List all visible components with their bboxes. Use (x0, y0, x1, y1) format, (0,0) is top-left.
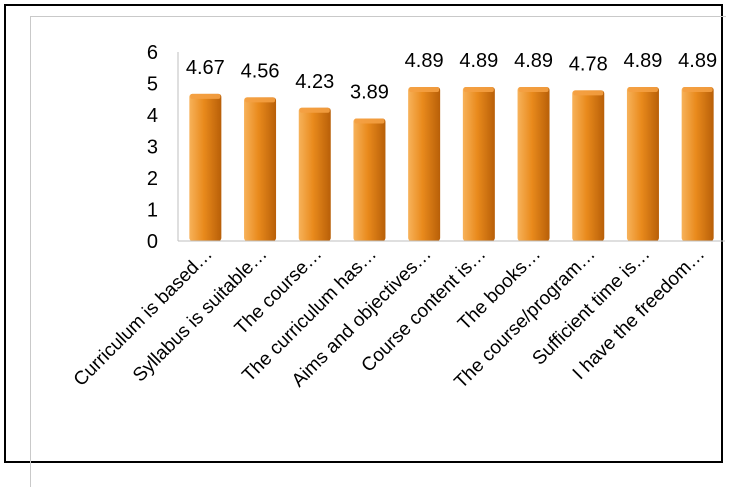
chart-area-border (30, 16, 726, 487)
data-label: 3.89 (350, 81, 389, 103)
bar-top-bevel (573, 90, 604, 96)
data-label: 4.89 (514, 50, 553, 72)
data-label: 4.89 (459, 50, 498, 72)
bar-top-bevel (409, 86, 440, 92)
y-tick-label: 1 (147, 200, 158, 222)
data-label: 4.89 (678, 50, 717, 72)
bar-top-bevel (190, 93, 221, 99)
bar-top-bevel (682, 86, 713, 92)
bar (408, 86, 441, 241)
bar (572, 90, 605, 242)
bar-top-bevel (518, 86, 549, 92)
data-label: 4.56 (241, 60, 280, 82)
bar-top-bevel (245, 97, 276, 103)
data-label: 4.89 (405, 50, 444, 72)
bar-top-bevel (299, 107, 330, 113)
bar-top-bevel (354, 118, 385, 124)
bar (681, 86, 714, 241)
bar-chart: 0 1 2 3 4 5 6 4.67 4.56 4.23 3.89 4.89 4.89 4.89 4.78… (70, 42, 725, 393)
y-tick-label: 6 (147, 42, 158, 64)
bars: 4.67 4.56 4.23 3.89 4.89 4.89 4.89 4.78 4.89 4.89 (186, 50, 717, 242)
bar (462, 86, 495, 241)
data-label: 4.78 (569, 53, 608, 75)
bar (244, 97, 277, 241)
bar-top-bevel (627, 86, 658, 92)
data-label: 4.23 (295, 71, 334, 93)
y-tick-label: 2 (147, 168, 158, 190)
bar (189, 93, 222, 242)
bar (353, 118, 386, 241)
y-tick-label: 3 (147, 137, 158, 159)
bar (298, 107, 331, 241)
y-axis: 0 1 2 3 4 5 6 (147, 42, 179, 253)
bar (626, 86, 659, 241)
y-tick-label: 0 (147, 231, 158, 253)
data-label: 4.67 (186, 57, 225, 79)
y-tick-label: 5 (147, 74, 158, 96)
data-label: 4.89 (623, 50, 662, 72)
x-axis: Curriculum is based…Syllabus is suitable… (70, 240, 725, 393)
bar-top-bevel (463, 86, 494, 92)
y-tick-label: 4 (147, 105, 158, 127)
bar (517, 86, 550, 241)
